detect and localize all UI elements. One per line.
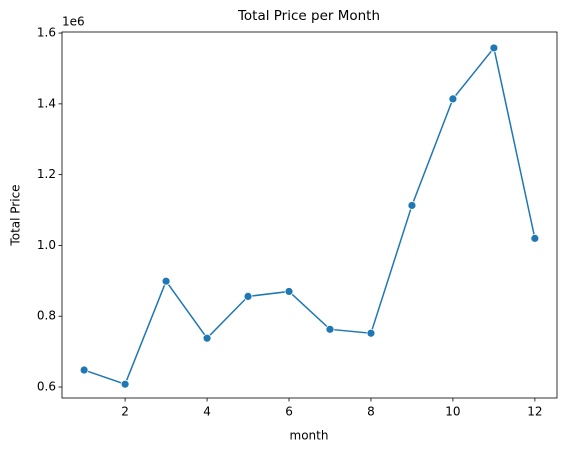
marker [489, 43, 499, 53]
x-axis-label: month [290, 429, 329, 443]
plot-frame [61, 31, 558, 399]
x-tick-label: 2 [121, 405, 129, 419]
y-offset-label: 1e6 [62, 15, 85, 29]
marker [120, 379, 130, 389]
line [83, 46, 536, 386]
marker [161, 276, 171, 286]
x-tick-label: 8 [367, 405, 375, 419]
marker [202, 333, 212, 343]
x-tick-label: 12 [527, 405, 542, 419]
marker [448, 94, 458, 104]
x-tick-label: 4 [203, 405, 211, 419]
y-tick-label: 1.6 [37, 26, 56, 40]
y-tick-label: 1.4 [37, 96, 56, 110]
marker [243, 292, 253, 301]
marker [407, 201, 417, 210]
x-tick-label: 6 [285, 405, 293, 419]
marker [530, 233, 540, 243]
marker [325, 324, 335, 334]
chart-title: Total Price per Month [237, 8, 380, 24]
y-tick-label: 1.0 [37, 238, 56, 252]
y-tick-label: 0.6 [37, 380, 56, 394]
y-tick-label: 0.8 [37, 309, 56, 323]
x-tick-label: 10 [445, 405, 460, 419]
marker [366, 328, 376, 338]
marker [284, 287, 294, 296]
y-tick-label: 1.2 [37, 167, 56, 181]
marker [79, 365, 89, 375]
y-axis-label: Total Price [9, 184, 23, 246]
